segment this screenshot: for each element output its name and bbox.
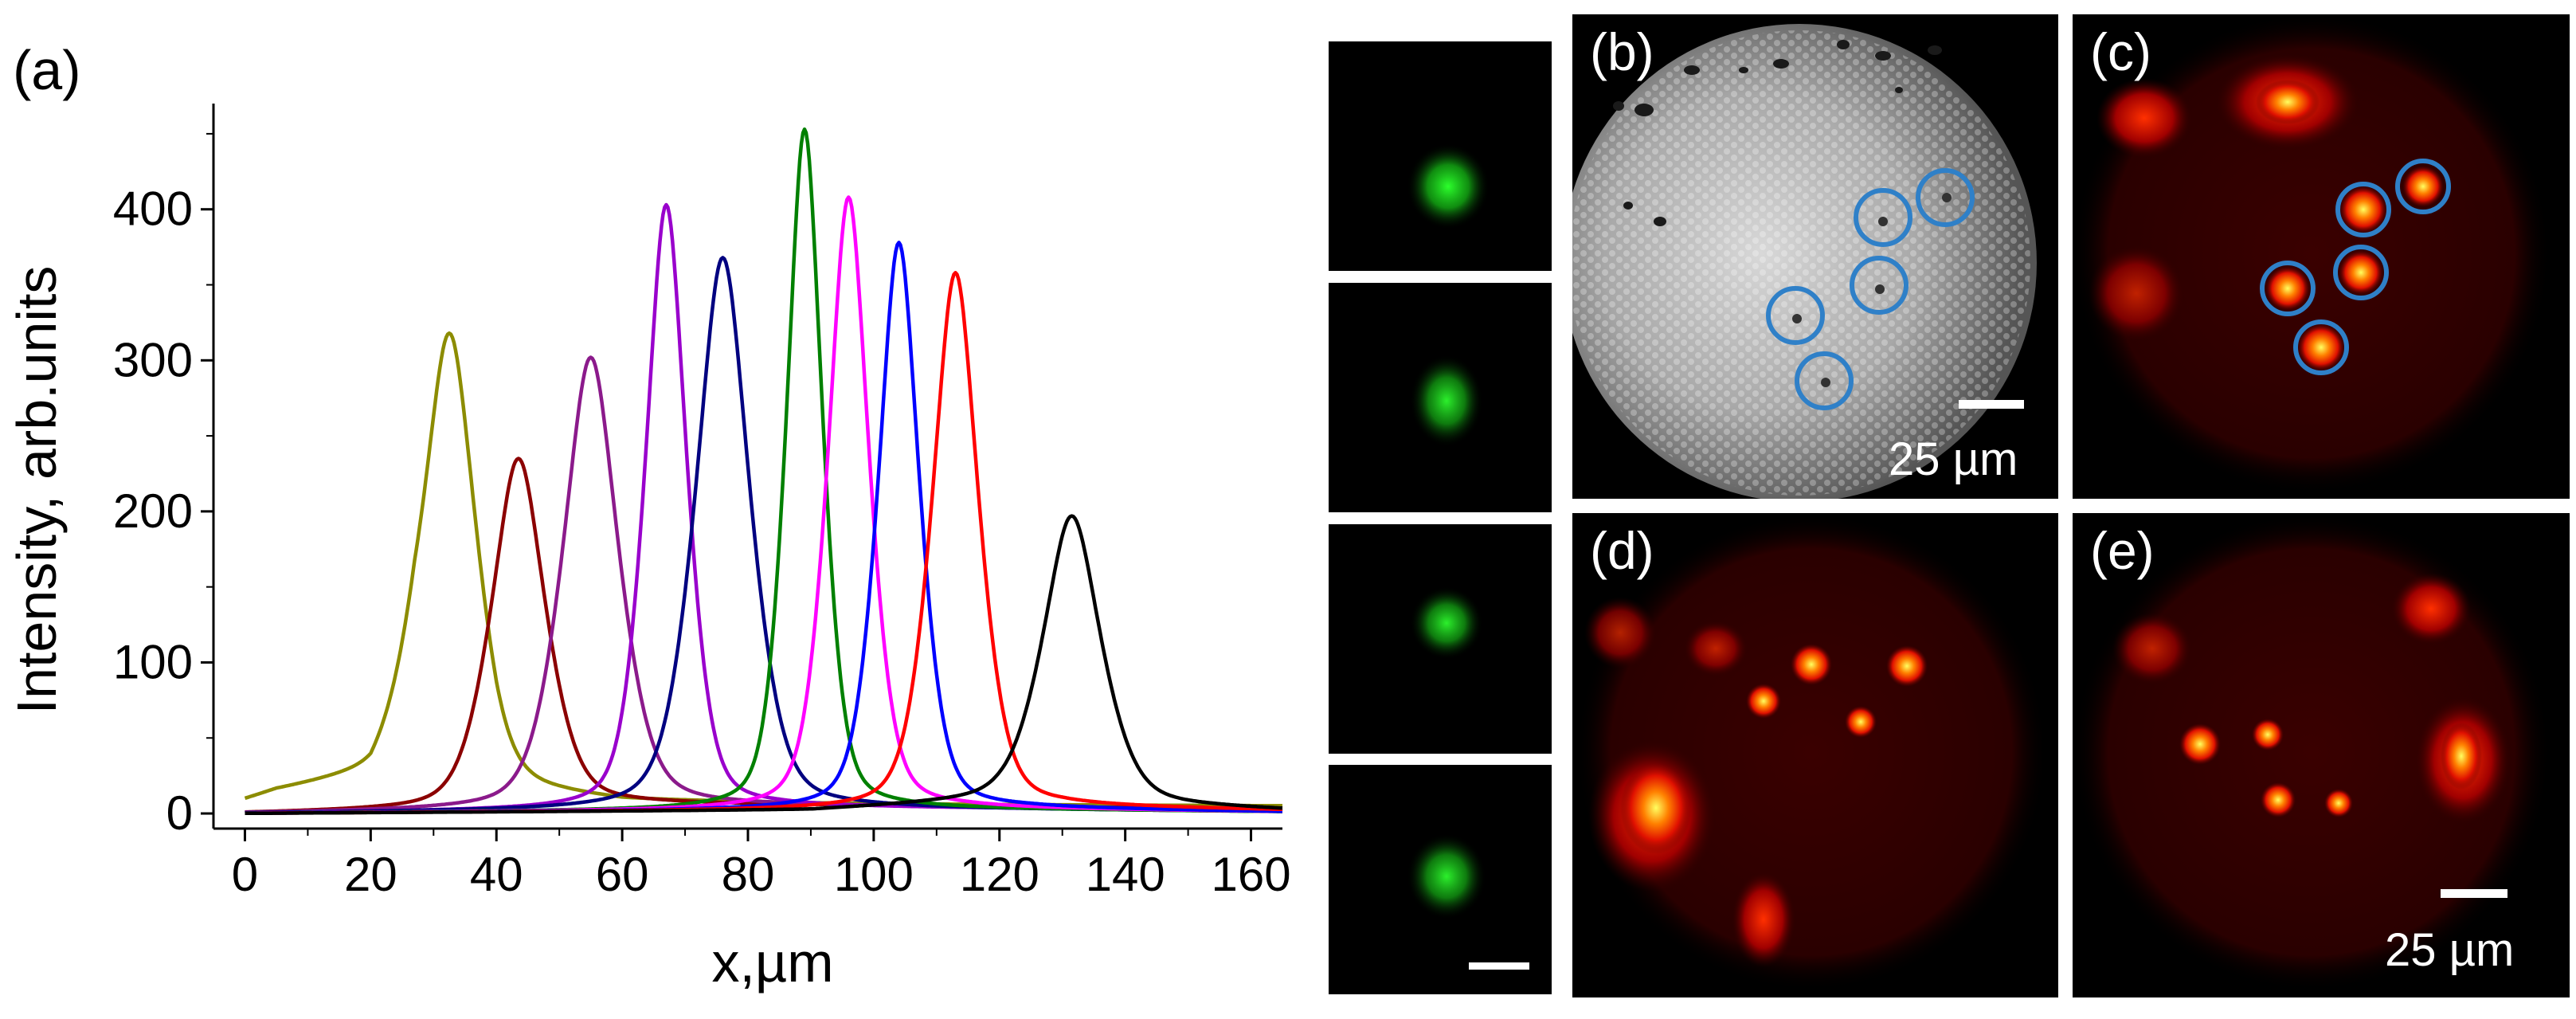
panel-b-fiber-image: (b) 25 µm [1572,14,2058,499]
y-axis-label: Intensity, arb.units [6,266,68,715]
series-line-1 [244,331,1283,808]
panel-b-scale-text: 25 µm [1889,433,2018,485]
panel-c-heatmap: (c) [2073,14,2570,499]
series-line-6 [245,127,1283,815]
selection-circles [1766,168,1975,410]
chart-series [244,127,1283,816]
series-line-9 [245,271,1283,815]
intensity-chart: (a) 0 20 40 60 80 100 120 140 160 0 100 200 300 400 x… [6,39,1291,994]
x-tick-label: 0 [232,848,258,901]
panel-e-heatmap: (e) 25 µm [2073,513,2570,997]
x-tick-label: 40 [470,848,523,901]
x-tick-label: 160 [1211,848,1290,901]
panel-d-label: (d) [1590,521,1654,580]
x-tick-label: 20 [344,848,397,901]
series-line-2 [245,457,1283,814]
panel-b-scale-bar [1959,400,2024,409]
spot-thumbnail-4 [1329,765,1552,994]
chart-axes: 0 20 40 60 80 100 120 140 160 0 100 200 300 400 [113,104,1291,901]
x-axis-label: x,µm [711,931,833,994]
thumbnail-scale-bar [1469,962,1529,970]
spot-thumbnail-3 [1329,524,1552,754]
spot-thumbnail-2 [1329,283,1552,512]
y-tick-label: 200 [113,484,193,538]
panel-c-label: (c) [2090,22,2151,81]
panel-b-label: (b) [1590,22,1654,81]
panel-e-scale-text: 25 µm [2385,924,2515,976]
x-tick-label: 140 [1086,848,1165,901]
x-tick-label: 80 [722,848,775,901]
y-tick-label: 100 [113,635,193,688]
panel-e-label: (e) [2090,521,2155,580]
x-tick-label: 60 [596,848,649,901]
chart-panel-label: (a) [13,39,81,101]
x-tick-label: 120 [960,848,1039,901]
y-tick-label: 400 [113,182,193,236]
series-line-10 [245,514,1283,816]
y-tick-label: 300 [113,333,193,386]
y-tick-label: 0 [166,786,193,840]
panel-e-scale-bar [2441,889,2507,898]
x-tick-label: 100 [834,848,914,901]
series-line-5 [245,256,1283,815]
panel-d-heatmap: (d) [1572,513,2058,997]
spot-thumbnail-1 [1329,41,1552,271]
